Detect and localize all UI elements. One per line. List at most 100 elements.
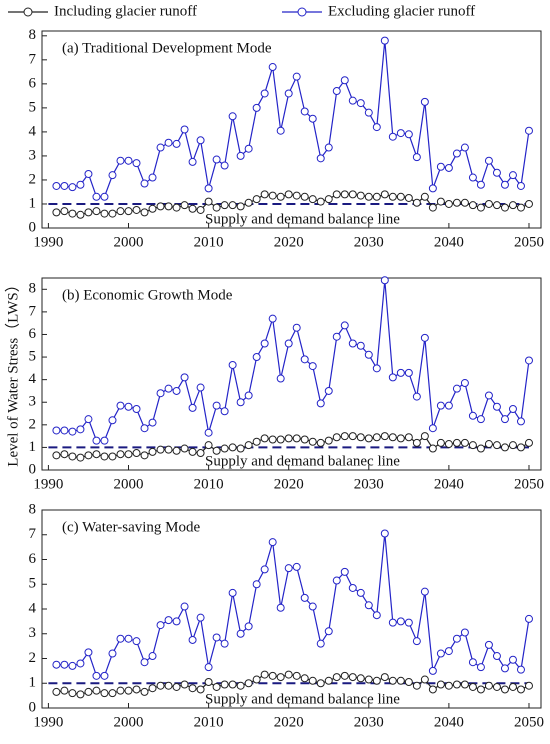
point <box>292 434 301 443</box>
point <box>196 685 205 694</box>
point <box>76 425 85 434</box>
point <box>404 433 413 442</box>
point <box>180 602 189 611</box>
point <box>108 416 117 425</box>
point <box>484 640 493 649</box>
point <box>500 203 509 212</box>
y-tick-label: 2 <box>29 171 37 187</box>
point <box>332 332 341 341</box>
point <box>236 398 245 407</box>
point <box>260 670 269 679</box>
point <box>220 161 229 170</box>
point <box>220 639 229 648</box>
point <box>140 658 149 667</box>
series-line <box>56 533 530 677</box>
point <box>420 333 429 342</box>
point <box>148 684 157 693</box>
point <box>244 391 253 400</box>
point <box>340 190 349 199</box>
point <box>204 428 213 437</box>
series-line <box>56 280 530 442</box>
point <box>204 678 213 687</box>
point <box>308 602 317 611</box>
point <box>76 180 85 189</box>
point <box>492 201 501 210</box>
point <box>244 441 253 450</box>
point <box>452 680 461 689</box>
point <box>164 445 173 454</box>
point <box>52 687 61 696</box>
point <box>292 191 301 200</box>
point <box>284 89 293 98</box>
point <box>428 666 437 675</box>
series-line <box>56 40 530 198</box>
point <box>364 434 373 443</box>
point <box>172 617 181 626</box>
point <box>60 207 69 216</box>
point <box>412 681 421 690</box>
x-tick-label: 2030 <box>354 476 384 492</box>
y-tick-label: 2 <box>29 416 37 432</box>
annotation: Supply and demand balanec line <box>205 453 400 469</box>
point <box>404 368 413 377</box>
point <box>396 192 405 201</box>
point <box>260 89 269 98</box>
point <box>260 190 269 199</box>
point <box>428 444 437 453</box>
point <box>140 179 149 188</box>
point <box>468 441 477 450</box>
x-tick-label: 2030 <box>354 234 384 250</box>
point <box>412 392 421 401</box>
point <box>116 450 125 459</box>
point <box>364 192 373 201</box>
plot-frame <box>41 509 542 709</box>
point <box>308 195 317 204</box>
point <box>268 538 277 547</box>
point <box>188 157 197 166</box>
point <box>508 171 517 180</box>
point <box>324 436 333 445</box>
point <box>132 449 141 458</box>
point <box>116 156 125 165</box>
x-tick-label: 2020 <box>274 714 304 730</box>
x-tick-label: 2030 <box>354 714 384 730</box>
x-tick-label: 1990 <box>33 714 63 730</box>
y-tick-label: 3 <box>29 394 37 410</box>
point <box>492 682 501 691</box>
point <box>108 209 117 218</box>
x-tick-label: 2050 <box>514 234 544 250</box>
point <box>316 639 325 648</box>
point <box>524 438 533 447</box>
x-tick-label: 1990 <box>33 234 63 250</box>
x-tick-label: 2010 <box>194 714 224 730</box>
point <box>476 685 485 694</box>
point <box>252 580 261 589</box>
x-tick-label: 2050 <box>514 714 544 730</box>
point <box>76 690 85 699</box>
point <box>356 99 365 108</box>
x-tick-label: 2000 <box>114 476 144 492</box>
point <box>236 629 245 638</box>
y-tick-label: 5 <box>29 99 37 115</box>
point <box>476 444 485 453</box>
point <box>68 209 77 218</box>
point <box>412 438 421 447</box>
point <box>180 125 189 134</box>
point <box>204 663 213 672</box>
point <box>468 411 477 420</box>
point <box>52 660 61 669</box>
y-tick-label: 4 <box>29 371 37 387</box>
point <box>260 339 269 348</box>
point <box>108 171 117 180</box>
point <box>428 184 437 193</box>
point <box>508 655 517 664</box>
point <box>340 671 349 680</box>
point <box>212 446 221 455</box>
panel-title: (c) Water-saving Mode <box>62 519 201 535</box>
point <box>212 401 221 410</box>
y-tick-label: 0 <box>29 219 37 235</box>
point <box>500 180 509 189</box>
point <box>148 652 157 661</box>
point <box>348 96 357 105</box>
point <box>444 163 453 172</box>
